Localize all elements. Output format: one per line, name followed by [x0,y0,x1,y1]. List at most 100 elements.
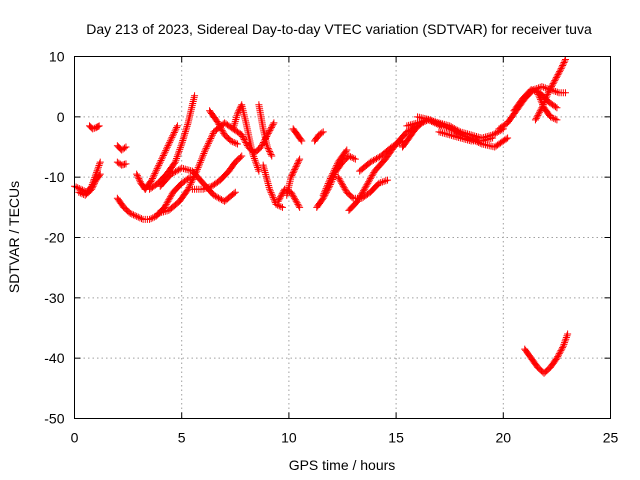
data-point [191,92,199,100]
data-point [293,199,301,207]
data-point [258,141,266,149]
data-point [426,116,434,124]
data-point [403,128,411,136]
data-point [135,175,143,183]
data-point [179,136,187,144]
data-point [562,335,570,343]
data-point [555,350,563,358]
data-point [189,175,197,183]
data-point [200,150,208,158]
data-point [551,103,559,111]
data-point [178,140,186,148]
data-point [95,171,103,179]
data-point [504,134,512,142]
data-point [553,116,561,124]
data-point [291,164,299,172]
data-point [72,183,80,191]
data-point [213,118,221,126]
data-point [88,184,96,192]
data-point [332,163,340,171]
data-point [562,333,570,341]
data-point [156,158,164,166]
data-point [181,165,189,173]
data-point [351,155,359,163]
data-point [203,143,211,151]
data-point [360,185,368,193]
data-point [531,116,539,124]
data-point [172,168,180,176]
data-point [291,166,299,174]
data-point [96,158,104,166]
data-point [155,161,163,169]
data-point [186,180,194,188]
data-point [265,128,273,136]
data-point [229,138,237,146]
data-point [154,209,162,217]
data-point [240,135,248,143]
data-point [178,164,186,172]
data-point [266,187,274,195]
data-point [442,130,450,138]
data-point [372,155,380,163]
data-point [557,347,565,355]
data-point [208,133,216,141]
data-point [90,181,98,189]
data-point [388,143,396,151]
data-point [293,161,301,169]
data-point [76,189,84,197]
data-point [218,126,226,134]
data-point [535,92,543,100]
data-point [405,121,413,129]
data-point [478,137,486,145]
data-point [378,178,386,186]
y-tick-label: 10 [49,49,65,65]
x-axis-label: GPS time / hours [289,457,396,473]
data-point [326,176,334,184]
series-arc19 [283,155,304,199]
series-arc20 [289,125,306,145]
data-point [364,179,372,187]
data-point [382,177,390,185]
data-point [290,167,298,175]
data-point [553,88,561,96]
data-point [178,138,186,146]
data-point [539,102,547,110]
data-point [543,92,551,100]
data-point [377,179,385,187]
data-point [230,138,238,146]
data-point [326,175,334,183]
data-point [324,180,332,188]
data-point [211,192,219,200]
data-point [527,86,535,94]
data-point [183,124,191,132]
data-point [338,179,346,187]
data-point [440,129,448,137]
data-point [274,201,282,209]
data-point [197,157,205,165]
data-point [208,131,216,139]
data-point [444,124,452,132]
chart-title: Day 213 of 2023, Sidereal Day-to-day VTE… [86,21,592,37]
data-point [553,104,561,112]
data-point [214,194,222,202]
data-point [318,129,326,137]
series-arc10 [154,119,246,217]
data-point [538,83,546,91]
y-axis-label: SDTVAR / TECUs [6,181,22,293]
data-point [553,354,561,362]
data-point [356,193,364,201]
series-arc2 [75,170,104,199]
data-point [164,142,172,150]
data-point [210,191,218,199]
data-point [94,163,102,171]
data-point [275,202,283,210]
data-point [153,165,161,173]
data-point [456,134,464,142]
data-point [428,117,436,125]
data-point [173,154,181,162]
data-point [148,175,156,183]
data-point [348,193,356,201]
data-point [179,135,187,143]
data-point [227,137,235,145]
